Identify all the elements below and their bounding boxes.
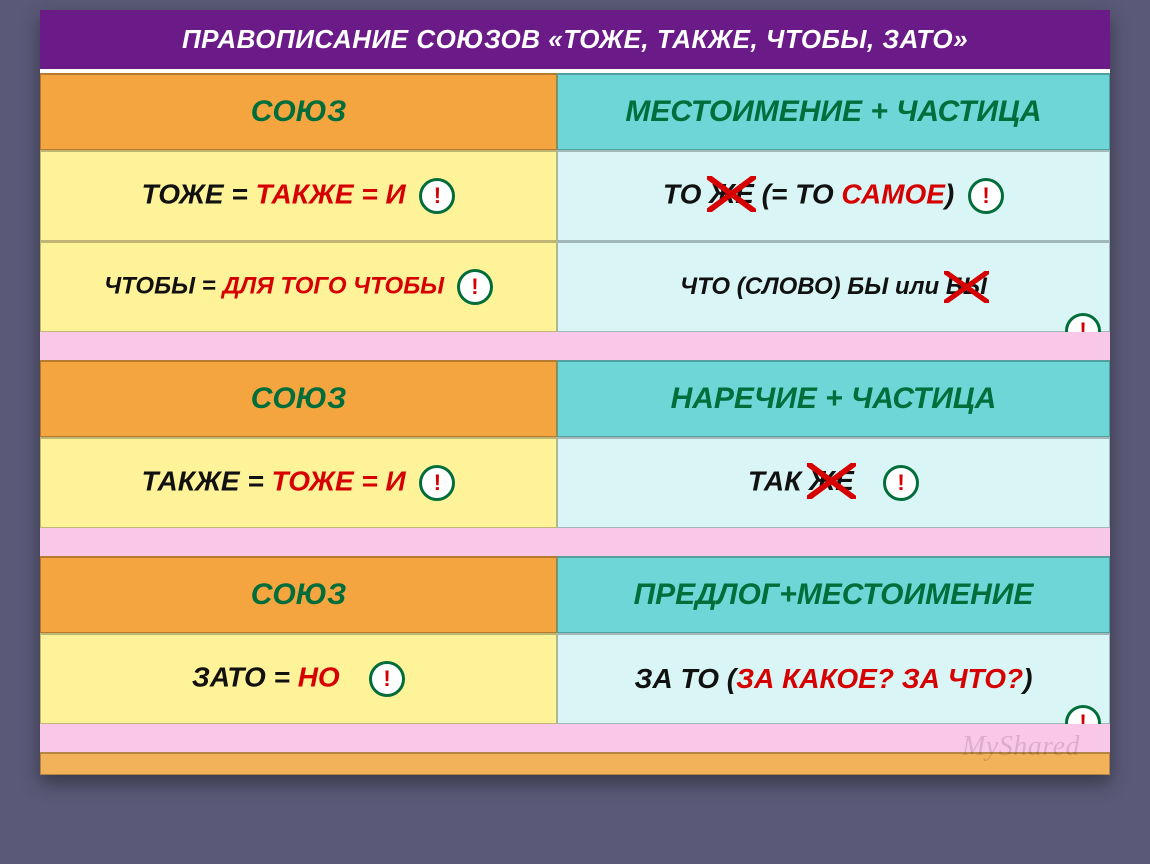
attention-icon: ! [419,178,455,214]
rule-right: ТАК ЖЕ ! [557,437,1110,528]
rule-right: ЧТО (СЛОВО) БЫ или БЫ ! [557,241,1110,332]
section-header: СОЮЗ НАРЕЧИЕ + ЧАСТИЦА [40,360,1110,437]
text: ЧТОБЫ = [104,272,222,299]
section-gap [40,528,1110,556]
rule-row: ТОЖЕ = ТАКЖЕ = И ! ТО ЖЕ (= ТО САМОЕ) ! [40,150,1110,241]
struck-word: БЫ [946,273,987,301]
col-header-left: СОЮЗ [40,556,557,633]
col-header-right: НАРЕЧИЕ + ЧАСТИЦА [557,360,1110,437]
struck-word: ЖЕ [809,465,854,497]
title-lead: ПРАВОПИСАНИЕ СОЮЗОВ « [182,24,563,54]
card-title: ПРАВОПИСАНИЕ СОЮЗОВ «ТОЖЕ, ТАКЖЕ, ЧТОБЫ,… [40,10,1110,73]
title-words: ТОЖЕ, ТАКЖЕ, ЧТОБЫ, ЗАТО [563,24,953,54]
rule-row: ТАКЖЕ = ТОЖЕ = И ! ТАК ЖЕ ! [40,437,1110,528]
rules-table: СОЮЗ МЕСТОИМЕНИЕ + ЧАСТИЦА ТОЖЕ = ТАКЖЕ … [40,73,1110,775]
col-header-right: МЕСТОИМЕНИЕ + ЧАСТИЦА [557,73,1110,150]
text-emphasis: ТАКЖЕ = И [256,178,406,209]
text: ТО [663,178,709,209]
title-tail: » [953,24,968,54]
text: ЗАТО = [192,661,298,692]
text: ) [945,178,954,209]
text-emphasis: САМОЕ [841,178,945,209]
text-emphasis: ДЛЯ ТОГО ЧТОБЫ [222,272,444,299]
grammar-card: ПРАВОПИСАНИЕ СОЮЗОВ «ТОЖЕ, ТАКЖЕ, ЧТОБЫ,… [40,10,1110,775]
rule-right: ЗА ТО (ЗА КАКОЕ? ЗА ЧТО?) ! [557,633,1110,724]
attention-icon: ! [883,465,919,501]
text: ЗА ТО ( [634,663,736,694]
rule-row: ЗАТО = НО ! ЗА ТО (ЗА КАКОЕ? ЗА ЧТО?) ! [40,633,1110,724]
rule-left: ТАКЖЕ = ТОЖЕ = И ! [40,437,557,528]
rule-right: ТО ЖЕ (= ТО САМОЕ) ! [557,150,1110,241]
rule-row: ЧТОБЫ = ДЛЯ ТОГО ЧТОБЫ ! ЧТО (СЛОВО) БЫ … [40,241,1110,332]
attention-icon: ! [419,465,455,501]
attention-icon: ! [369,661,405,697]
rule-left: ТОЖЕ = ТАКЖЕ = И ! [40,150,557,241]
section-header: СОЮЗ ПРЕДЛОГ+МЕСТОИМЕНИЕ [40,556,1110,633]
col-header-right: ПРЕДЛОГ+МЕСТОИМЕНИЕ [557,556,1110,633]
rule-left: ЧТОБЫ = ДЛЯ ТОГО ЧТОБЫ ! [40,241,557,332]
text: ТАК [748,465,809,496]
text: ЧТО (СЛОВО) БЫ или [680,273,946,300]
text: (= ТО [754,178,842,209]
col-header-left: СОЮЗ [40,360,557,437]
rule-left: ЗАТО = НО ! [40,633,557,724]
section-gap [40,724,1110,752]
text: ТАКЖЕ = [142,465,272,496]
section-header: СОЮЗ МЕСТОИМЕНИЕ + ЧАСТИЦА [40,73,1110,150]
attention-icon: ! [968,178,1004,214]
col-header-left: СОЮЗ [40,73,557,150]
text-emphasis: ЗА КАКОЕ? ЗА ЧТО? [736,663,1023,694]
text: ) [1023,663,1032,694]
text: ТОЖЕ = [142,178,256,209]
attention-icon: ! [457,269,493,305]
text-emphasis: ТОЖЕ = И [272,465,406,496]
footer-strip [40,752,1110,775]
watermark: MyShared [962,733,1080,761]
struck-word: ЖЕ [709,178,754,210]
text-emphasis: НО [298,661,340,692]
section-gap [40,332,1110,360]
